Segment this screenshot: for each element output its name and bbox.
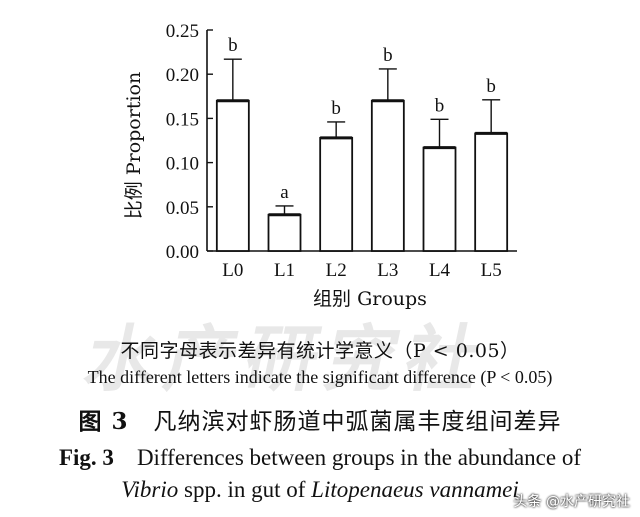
source-tag: 头条 @水产研究社 bbox=[513, 494, 630, 510]
significance-note-en: The different letters indicate the signi… bbox=[0, 367, 640, 388]
figure-title-en-1: Differences between groups in the abunda… bbox=[136, 445, 582, 470]
bar bbox=[319, 136, 354, 252]
x-tick-label: L3 bbox=[377, 260, 398, 281]
y-tick-label: 0.10 bbox=[166, 154, 199, 175]
significance-letter: a bbox=[280, 182, 289, 203]
y-tick-label: 0.00 bbox=[166, 242, 199, 263]
bar-chart: 0.00 0.05 0.10 0.15 0.20 0.25 b L0 a L1 b L2 b L3 b L4 b… bbox=[123, 21, 517, 310]
x-tick-label: L1 bbox=[274, 260, 295, 281]
x-tick-label: L4 bbox=[429, 260, 451, 281]
note-en-text: The different letters indicate the signi… bbox=[87, 367, 553, 387]
figure-title-en-2: spp. in gut of bbox=[178, 477, 312, 502]
chart-labels: 0.00 0.05 0.10 0.15 0.20 0.25 b L0 a L1 b L2 b L3 b L4 b… bbox=[123, 21, 502, 310]
figure-caption-cn: 图 3 凡纳滨对虾肠道中弧菌属丰度组间差异 bbox=[0, 402, 640, 436]
significance-letter: b bbox=[435, 95, 445, 116]
significance-note-cn: 不同字母表示差异有统计学意义（P < 0.05） bbox=[0, 336, 640, 363]
significance-letter: b bbox=[331, 98, 341, 119]
chart-axes bbox=[206, 29, 517, 252]
bar bbox=[474, 132, 509, 252]
figure-number-en: Fig. 3 bbox=[58, 445, 114, 470]
figure-number-cn: 图 3 bbox=[78, 408, 129, 435]
y-tick-label: 0.25 bbox=[166, 21, 199, 42]
figure-caption-en-line2: Vibrio spp. in gut of Litopenaeus vannam… bbox=[0, 477, 640, 503]
species-name: Litopenaeus vannamei bbox=[311, 477, 519, 502]
y-tick-label: 0.20 bbox=[166, 65, 199, 86]
significance-letter: b bbox=[383, 45, 393, 66]
x-axis-title: 组别 Groups bbox=[313, 288, 427, 310]
bar bbox=[267, 213, 302, 252]
bar bbox=[215, 99, 250, 252]
bar bbox=[370, 99, 405, 252]
figure-title-cn: 凡纳滨对虾肠道中弧菌属丰度组间差异 bbox=[153, 409, 562, 435]
x-tick-label: L0 bbox=[222, 260, 243, 281]
chart-bars bbox=[215, 58, 509, 252]
x-tick-label: L2 bbox=[326, 260, 347, 281]
y-axis-title: 比例 Proportion bbox=[123, 72, 145, 219]
bar bbox=[422, 146, 457, 252]
genus-name: Vibrio bbox=[121, 477, 179, 502]
x-tick-label: L5 bbox=[481, 260, 502, 281]
note-cn-text: 不同字母表示差异有统计学意义（P < 0.05） bbox=[120, 340, 520, 362]
figure-caption-en-line1: Fig. 3 Differences between groups in the… bbox=[0, 445, 640, 471]
y-tick-label: 0.05 bbox=[166, 198, 199, 219]
significance-letter: b bbox=[486, 76, 496, 97]
y-tick-label: 0.15 bbox=[166, 109, 199, 130]
significance-letter: b bbox=[228, 35, 238, 56]
